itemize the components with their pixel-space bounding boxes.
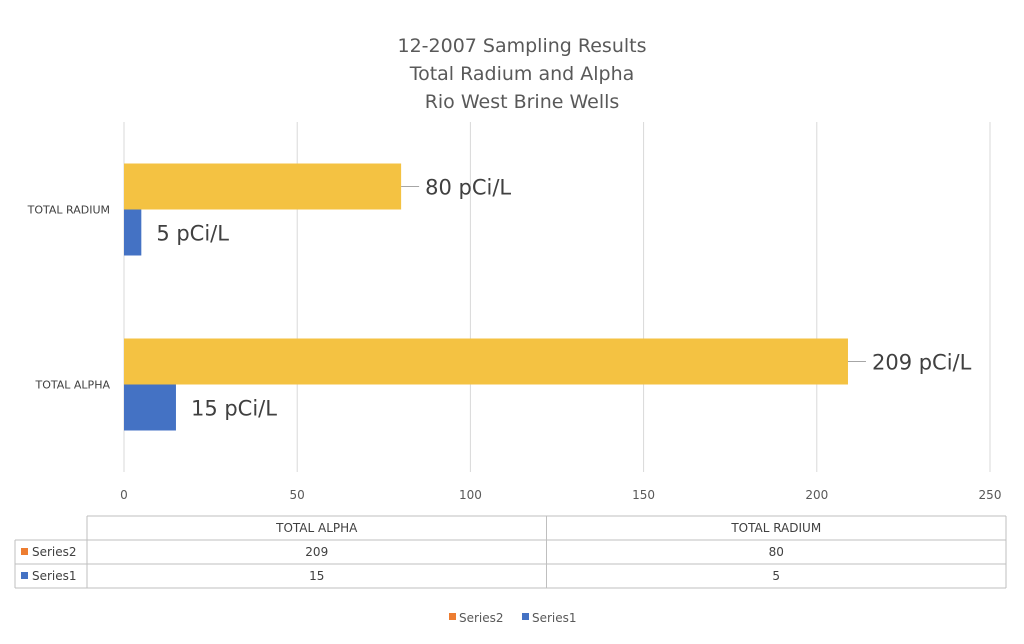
table-header-cell: TOTAL RADIUM [730, 521, 821, 535]
chart-title-line: 12-2007 Sampling Results [397, 35, 646, 57]
bar-series2-total-alpha [124, 338, 848, 385]
table-series-name: Series2 [32, 545, 77, 559]
bars [124, 163, 848, 431]
table-value-cell: 15 [309, 569, 324, 583]
category-label: TOTAL RADIUM [27, 204, 110, 217]
bar-series2-total-radium [124, 163, 402, 210]
table-header-cell: TOTAL ALPHA [275, 521, 358, 535]
category-label: TOTAL ALPHA [35, 379, 111, 392]
chart-title-line: Total Radium and Alpha [409, 63, 635, 85]
chart-title-line: Rio West Brine Wells [425, 91, 620, 113]
table-series-key [21, 572, 28, 579]
bar-series1-total-radium [124, 209, 142, 256]
legend-swatch [449, 613, 456, 620]
legend: Series2 Series1 [449, 611, 577, 625]
table-value-cell: 5 [772, 569, 780, 583]
x-tick-label: 50 [290, 488, 305, 502]
data-label: 80 pCi/L [425, 176, 511, 200]
bar-series1-total-alpha [124, 384, 176, 431]
x-tick-label: 150 [632, 488, 655, 502]
legend-label: Series1 [532, 611, 577, 625]
table-value-cell: 209 [305, 545, 328, 559]
data-label: 5 pCi/L [156, 222, 229, 246]
x-tick-label: 100 [459, 488, 482, 502]
category-labels: TOTAL ALPHA TOTAL RADIUM [27, 204, 111, 392]
legend-label: Series2 [459, 611, 504, 625]
table-series-key [21, 548, 28, 555]
x-tick-label: 250 [979, 488, 1002, 502]
data-label: 209 pCi/L [872, 351, 972, 375]
x-axis-ticks: 0 50 100 150 200 250 [120, 488, 1001, 502]
x-tick-label: 200 [805, 488, 828, 502]
legend-swatch [522, 613, 529, 620]
data-labels: 209 pCi/L 15 pCi/L 80 pCi/L 5 pCi/L [156, 176, 971, 421]
x-tick-label: 0 [120, 488, 128, 502]
table-value-cell: 80 [769, 545, 784, 559]
chart-title: 12-2007 Sampling Results Total Radium and… [397, 35, 646, 113]
table-series-name: Series1 [32, 569, 77, 583]
data-table: TOTAL ALPHA TOTAL RADIUM Series2 209 80 Serie… [14, 515, 1007, 589]
data-label: 15 pCi/L [191, 397, 277, 421]
